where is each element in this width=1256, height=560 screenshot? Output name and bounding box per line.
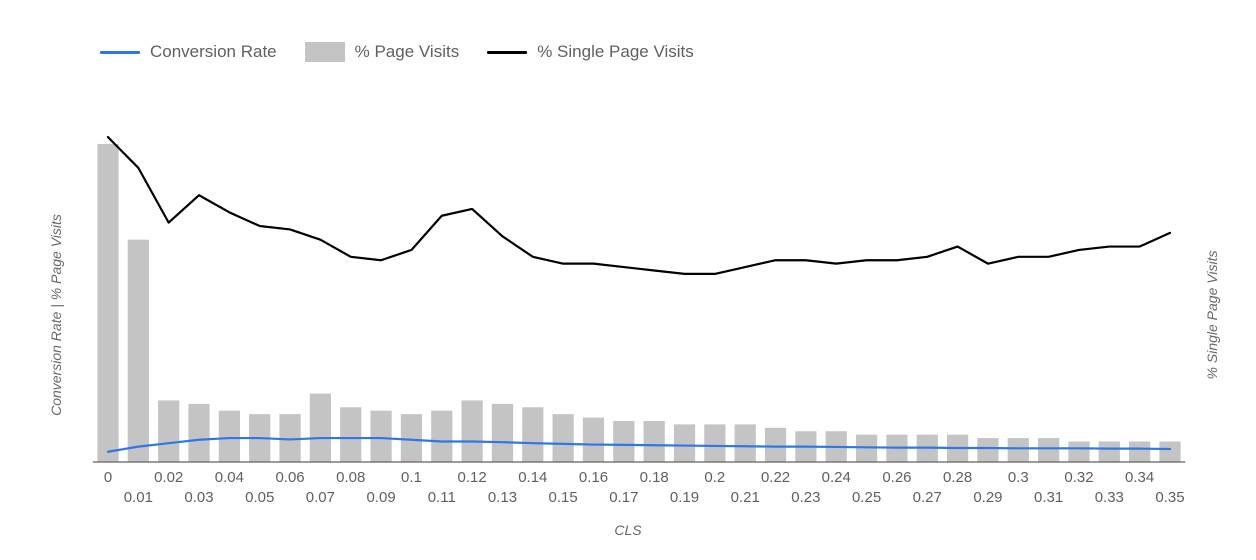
x-tick-label: 0.34 xyxy=(1125,469,1154,486)
x-tick-label: 0.31 xyxy=(1034,489,1063,506)
x-tick-labels: 0 0.010.020.030.040.050.060.070.080.09 0.1… xyxy=(104,469,1185,506)
bar xyxy=(704,424,725,462)
line-single-page-visits xyxy=(108,137,1170,274)
bar xyxy=(1099,441,1120,462)
bar xyxy=(1038,438,1059,462)
bar xyxy=(674,424,695,462)
x-tick-label: 0.12 xyxy=(458,469,487,486)
x-tick-label: 0.25 xyxy=(852,489,881,506)
x-tick-label: 0.18 xyxy=(640,469,669,486)
x-tick-label: 0.3 xyxy=(1008,469,1029,486)
x-tick-label: 0.1 xyxy=(401,469,422,486)
x-tick-label: 0.33 xyxy=(1095,489,1124,506)
x-tick-label: 0.27 xyxy=(913,489,942,506)
x-tick-label: 0 xyxy=(104,469,112,486)
bar xyxy=(1129,441,1150,462)
x-tick-label: 0.22 xyxy=(761,469,790,486)
bar xyxy=(401,414,422,462)
bar xyxy=(1068,441,1089,462)
x-tick-label: 0.16 xyxy=(579,469,608,486)
x-tick-label: 0.13 xyxy=(488,489,517,506)
bar xyxy=(461,400,482,462)
x-tick-label: 0.04 xyxy=(215,469,244,486)
x-tick-label: 0.01 xyxy=(124,489,153,506)
x-tick-label: 0.24 xyxy=(822,469,851,486)
x-tick-label: 0.14 xyxy=(518,469,547,486)
lines-group xyxy=(108,137,1170,452)
bars-group xyxy=(97,144,1180,462)
x-tick-label: 0.2 xyxy=(704,469,725,486)
bar xyxy=(553,414,574,462)
x-tick-label: 0.19 xyxy=(670,489,699,506)
x-tick-label: 0.07 xyxy=(306,489,335,506)
bar xyxy=(219,411,240,462)
bar xyxy=(1159,441,1180,462)
x-tick-label: 0.05 xyxy=(245,489,274,506)
bar xyxy=(310,394,331,462)
x-tick-label: 0.29 xyxy=(973,489,1002,506)
bar xyxy=(370,411,391,462)
x-tick-label: 0.02 xyxy=(154,469,183,486)
x-tick-label: 0.06 xyxy=(275,469,304,486)
x-tick-label: 0.11 xyxy=(428,489,456,506)
bar xyxy=(340,407,361,462)
x-tick-label: 0.35 xyxy=(1155,489,1184,506)
x-tick-label: 0.28 xyxy=(943,469,972,486)
x-tick-label: 0.32 xyxy=(1064,469,1093,486)
chart-canvas: 0 0.010.020.030.040.050.060.070.080.09 0.1… xyxy=(0,0,1256,560)
x-tick-label: 0.21 xyxy=(731,489,760,506)
x-tick-label: 0.08 xyxy=(336,469,365,486)
x-tick-label: 0.17 xyxy=(609,489,638,506)
bar xyxy=(1008,438,1029,462)
bar xyxy=(97,144,118,462)
bar xyxy=(188,404,209,462)
bar xyxy=(158,400,179,462)
bar xyxy=(492,404,513,462)
x-tick-label: 0.09 xyxy=(366,489,395,506)
bar xyxy=(522,407,543,462)
bar xyxy=(977,438,998,462)
bar xyxy=(583,418,604,462)
x-tick-label: 0.03 xyxy=(184,489,213,506)
x-tick-label: 0.15 xyxy=(549,489,578,506)
bar xyxy=(128,240,149,462)
bar xyxy=(644,421,665,462)
x-tick-label: 0.26 xyxy=(882,469,911,486)
bar xyxy=(765,428,786,462)
x-tick-label: 0.23 xyxy=(791,489,820,506)
bar xyxy=(613,421,634,462)
bar xyxy=(431,411,452,462)
bar xyxy=(735,424,756,462)
